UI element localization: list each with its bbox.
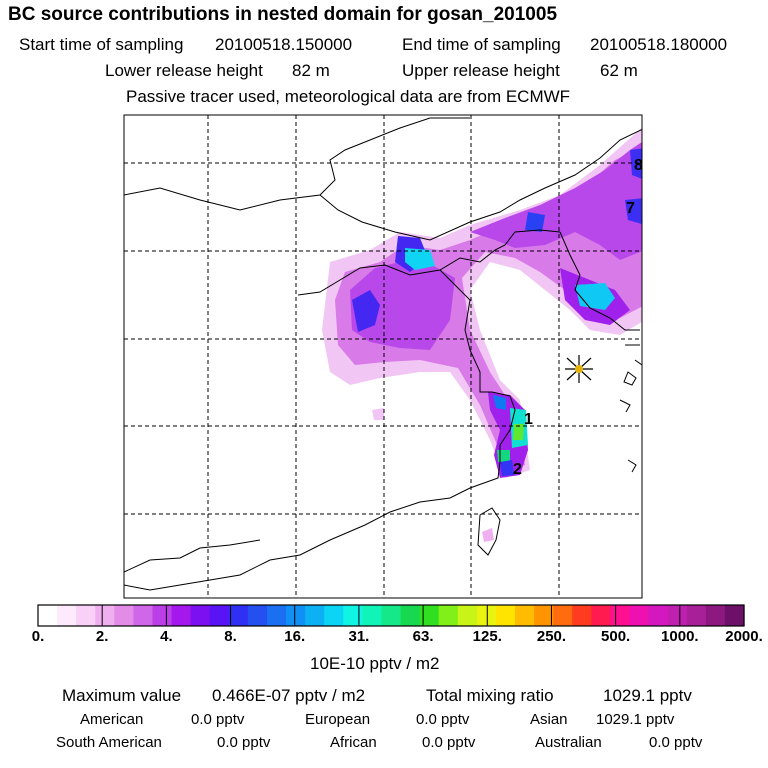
region-name: American [80, 711, 144, 728]
colorbar-tick-label: 31. [348, 628, 370, 645]
colorbar-swatch [286, 605, 306, 626]
colorbar-swatch [610, 605, 631, 626]
colorbar-swatch [400, 605, 421, 626]
colorbar-swatch [381, 605, 402, 626]
region-value: 0.0 pptv [217, 734, 271, 751]
colorbar-tick-label: 250. [536, 628, 567, 645]
end-time-label: End time of sampling [402, 35, 561, 54]
end-time-value: 20100518.180000 [590, 35, 728, 54]
colorbar-swatch [476, 605, 497, 626]
colorbar-swatch [591, 605, 612, 626]
coastlines [124, 117, 642, 591]
colorbar-swatch [667, 605, 688, 626]
region-value: 1029.1 pptv [596, 711, 675, 728]
colorbar-unit: 10E-10 pptv / m2 [310, 654, 440, 673]
colorbar-swatch [419, 605, 440, 626]
colorbar-swatch [228, 605, 249, 626]
cluster-label-1: 1 [524, 411, 533, 428]
colorbar-swatch [114, 605, 134, 626]
region-value: 0.0 pptv [649, 734, 703, 751]
lower-height-value: 82 m [292, 61, 330, 80]
colorbar-swatch [247, 605, 268, 626]
total-mixing-value: 1029.1 pptv [603, 686, 692, 705]
region-name: Australian [535, 734, 602, 751]
region-name: European [305, 711, 371, 728]
colorbar-tick-label: 500. [601, 628, 631, 645]
tracer-note: Passive tracer used, meteorological data… [126, 87, 571, 106]
upper-height-value: 62 m [600, 61, 638, 80]
colorbar [37, 604, 745, 627]
colorbar-swatch [76, 605, 96, 626]
start-time-label: Start time of sampling [19, 35, 184, 54]
colorbar-swatch [152, 605, 173, 626]
colorbar-tick-label: 125. [472, 628, 502, 645]
colorbar-swatch [648, 605, 669, 626]
colorbar-swatch [133, 605, 154, 626]
lower-height-label: Lower release height [105, 61, 263, 80]
colorbar-swatch [324, 605, 344, 626]
colorbar-swatch [343, 605, 363, 626]
map-title: BC source contributions in nested domain… [8, 4, 558, 25]
region-value: 0.0 pptv [191, 711, 245, 728]
colorbar-swatch [95, 605, 115, 626]
colorbar-swatch [629, 605, 650, 626]
colorbar-swatch [686, 605, 707, 626]
map-panel: 1 2 7 8 [123, 114, 643, 599]
region-value: 0.0 pptv [422, 734, 476, 751]
colorbar-swatch [724, 605, 745, 626]
total-mixing-label: Total mixing ratio [426, 686, 554, 705]
colorbar-swatch [266, 605, 287, 626]
colorbar-swatch [438, 605, 459, 626]
region-value: 0.0 pptv [416, 711, 470, 728]
colorbar-swatch [705, 605, 726, 626]
max-value-label: Maximum value [62, 686, 182, 705]
start-time-value: 20100518.150000 [215, 35, 353, 54]
colorbar-swatch [457, 605, 478, 626]
colorbar-swatch [57, 605, 77, 626]
colorbar-swatch [38, 605, 58, 626]
cluster-label-8: 8 [634, 157, 643, 174]
cluster-label-2: 2 [513, 461, 522, 478]
lat-lon-grid [124, 115, 642, 598]
colorbar-tick-label: 2. [95, 628, 109, 645]
region-name: South American [56, 734, 162, 751]
colorbar-swatch [572, 605, 592, 626]
colorbar-swatch [305, 605, 325, 626]
star-marker [565, 355, 593, 383]
region-name: African [330, 734, 377, 751]
concentration-field [322, 127, 642, 542]
colorbar-swatch [190, 605, 211, 626]
map-frame [123, 114, 643, 599]
colorbar-tick-label: 4. [160, 628, 173, 645]
colorbar-tick-label: 16. [284, 628, 306, 645]
colorbar-tick-label: 0. [31, 628, 45, 645]
max-value: 0.466E-07 pptv / m2 [212, 686, 366, 705]
upper-height-label: Upper release height [402, 61, 560, 80]
cluster-label-7: 7 [626, 200, 635, 217]
colorbar-tick-label: 1000. [661, 628, 699, 645]
colorbar-tick-label: 8. [224, 628, 237, 645]
colorbar-swatch [209, 605, 230, 626]
colorbar-swatch [553, 605, 573, 626]
colorbar-swatch [171, 605, 192, 626]
colorbar-tick-label: 2000. [725, 628, 763, 645]
colorbar-swatch [362, 605, 383, 626]
colorbar-swatch [534, 605, 554, 626]
colorbar-swatch [495, 605, 516, 626]
region-name: Asian [530, 711, 568, 728]
colorbar-swatch [515, 605, 535, 626]
colorbar-tick-label: 63. [412, 628, 434, 645]
